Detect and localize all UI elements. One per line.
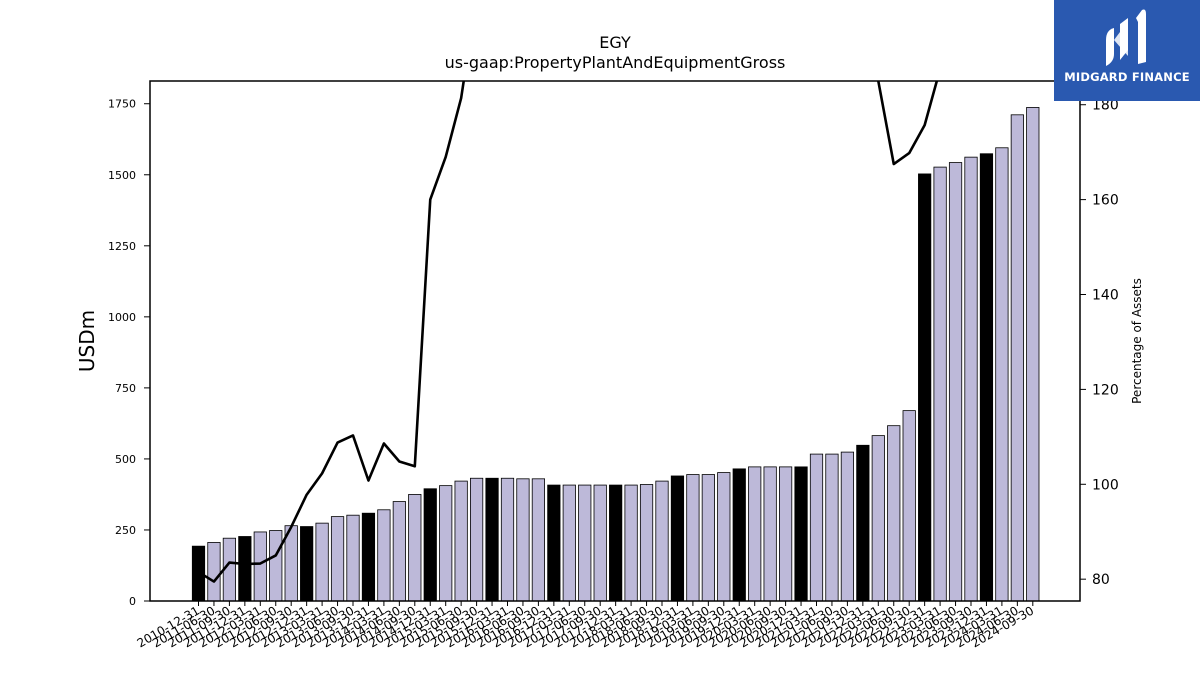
bar-2021-12-31 [871,435,885,602]
bar-2020-12-31 [809,453,824,602]
percentage-of-assets-line [197,81,939,583]
y-tick-label: 1750 [108,98,136,111]
bar-2011-12-31 [253,531,267,602]
bar-2023-12-31 [995,147,1009,602]
bar-2014-12-31 [439,485,453,602]
bar-2021-09-30 [856,444,870,602]
y2-axis-label: Percentage of Assets [1130,278,1144,404]
y-tick-label: 1000 [108,311,136,324]
bar-2021-03-31 [825,453,839,602]
bar-2022-12-31 [933,166,947,602]
bar-2013-06-30 [346,514,360,602]
y-tick-label: 0 [129,595,136,608]
y2-tick-label: 160 [1092,193,1119,209]
bar-2020-09-30 [794,466,808,602]
bar-2012-03-31 [269,530,283,602]
plot-frame [149,80,1081,602]
y-tick-label: 250 [115,524,136,537]
y-tick-label: 500 [115,453,136,466]
bar-2023-06-30 [964,156,978,602]
bar-2016-09-30 [547,484,561,602]
bar-2020-03-31 [763,466,777,602]
bar-2016-12-31 [562,484,576,602]
bar-2023-09-30 [979,153,994,602]
bar-2018-09-30 [670,475,685,602]
bar-2013-09-30 [361,512,376,602]
y2-tick-label: 100 [1092,477,1119,493]
bar-2017-06-30 [593,484,607,602]
midgard-m-logo-icon [1106,9,1146,66]
bar-2023-03-31 [948,162,963,602]
x-axis: 2010-12-312011-06-302011-09-302011-12-31… [135,601,1036,650]
bar-2016-06-30 [531,478,546,602]
bar-2021-06-30 [840,451,855,602]
y2-tick-label: 180 [1092,98,1119,114]
bar-2024-03-31 [1010,114,1024,602]
y-axis-right: 80 100 120 140 160 180 [1080,98,1119,588]
bar-2017-03-31 [578,484,592,602]
y-tick-label: 1250 [108,240,136,253]
bar-2019-06-30 [717,472,731,602]
brand-logo-text: MIDGARD FINANCE [1064,70,1190,84]
bar-2017-09-30 [609,484,623,602]
bar-2011-09-30 [238,536,252,602]
bar-2012-12-31 [315,522,329,602]
chart-subtitle: us-gaap:PropertyPlantAndEquipmentGross [445,53,786,72]
bar-2011-03-31 [207,542,221,602]
bar-2020-06-30 [779,466,793,602]
y2-tick-label: 80 [1092,572,1110,588]
bar-2016-03-31 [516,478,530,602]
bar-2022-09-30 [918,173,932,602]
bar-2015-12-31 [500,477,515,602]
line-layer [197,81,939,583]
bar-2013-03-31 [330,516,345,602]
bar-2024-06-30 [1026,107,1040,602]
bar-2018-06-30 [655,480,669,602]
bar-2015-09-30 [485,477,499,602]
bar-2019-03-31 [701,474,715,602]
bar-2014-09-30 [423,488,437,602]
bar-2022-03-31 [887,425,901,602]
bar-2019-12-31 [748,466,762,602]
y-axis-label: USDm [75,310,99,372]
bar-2015-06-30 [469,477,484,602]
bar-2015-03-31 [454,480,468,602]
bar-2018-03-31 [639,484,654,602]
y-axis-left: 0 250 500 750 1000 1250 1500 1750 [108,98,150,608]
bar-2018-12-31 [686,474,700,602]
y-tick-label: 1500 [108,169,136,182]
bar-2014-03-31 [392,501,406,602]
bar-2017-12-31 [624,484,638,602]
bar-2014-06-30 [408,494,422,602]
bar-2019-09-30 [732,468,746,602]
brand-logo: MIDGARD FINANCE [1054,0,1200,101]
y2-tick-label: 120 [1092,382,1119,398]
y-tick-label: 750 [115,382,136,395]
chart-title: EGY [599,33,631,52]
y2-tick-label: 140 [1092,288,1119,304]
bar-2012-09-30 [300,526,314,602]
bar-2013-12-31 [377,509,391,602]
bar-2022-06-30 [902,410,916,602]
bar-series [191,107,1040,602]
